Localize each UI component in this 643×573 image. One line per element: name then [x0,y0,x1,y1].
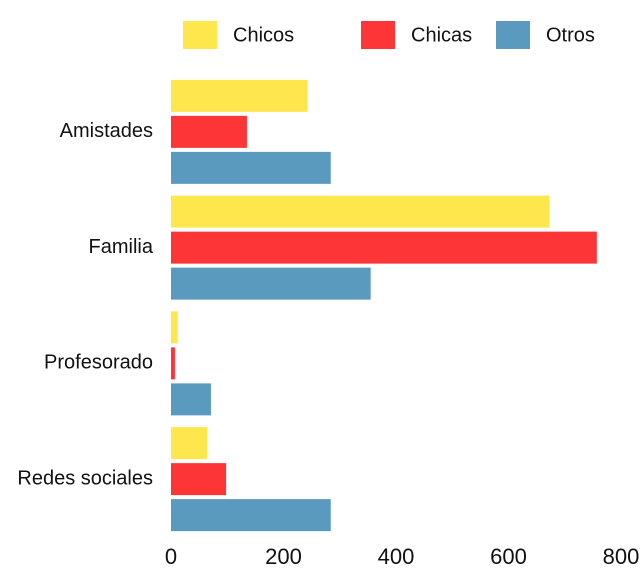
x-tick-label: 400 [378,544,415,569]
bar [171,195,550,228]
y-tick-label: Amistades [60,120,153,142]
legend-label: Chicos [233,24,294,46]
bar [171,115,247,148]
y-tick-label: Redes sociales [17,467,153,489]
bar [171,79,308,112]
bar [171,499,331,532]
bar [171,151,331,184]
bar [171,231,597,264]
bar [171,347,175,380]
x-tick-label: 200 [265,544,302,569]
y-tick-label: Familia [89,236,154,258]
legend-label: Chicas [411,24,472,46]
x-tick-label: 0 [165,544,177,569]
bar [171,311,178,344]
bar [171,427,207,460]
legend-swatch [361,21,395,49]
bar [171,463,227,496]
x-tick-label: 600 [490,544,527,569]
x-tick-label: 800 [603,544,640,569]
legend-swatch [496,21,530,49]
bar [171,267,371,300]
legend-label: Otros [546,24,595,46]
legend-swatch [183,21,217,49]
bar [171,383,211,416]
y-tick-label: Profesorado [44,352,153,374]
